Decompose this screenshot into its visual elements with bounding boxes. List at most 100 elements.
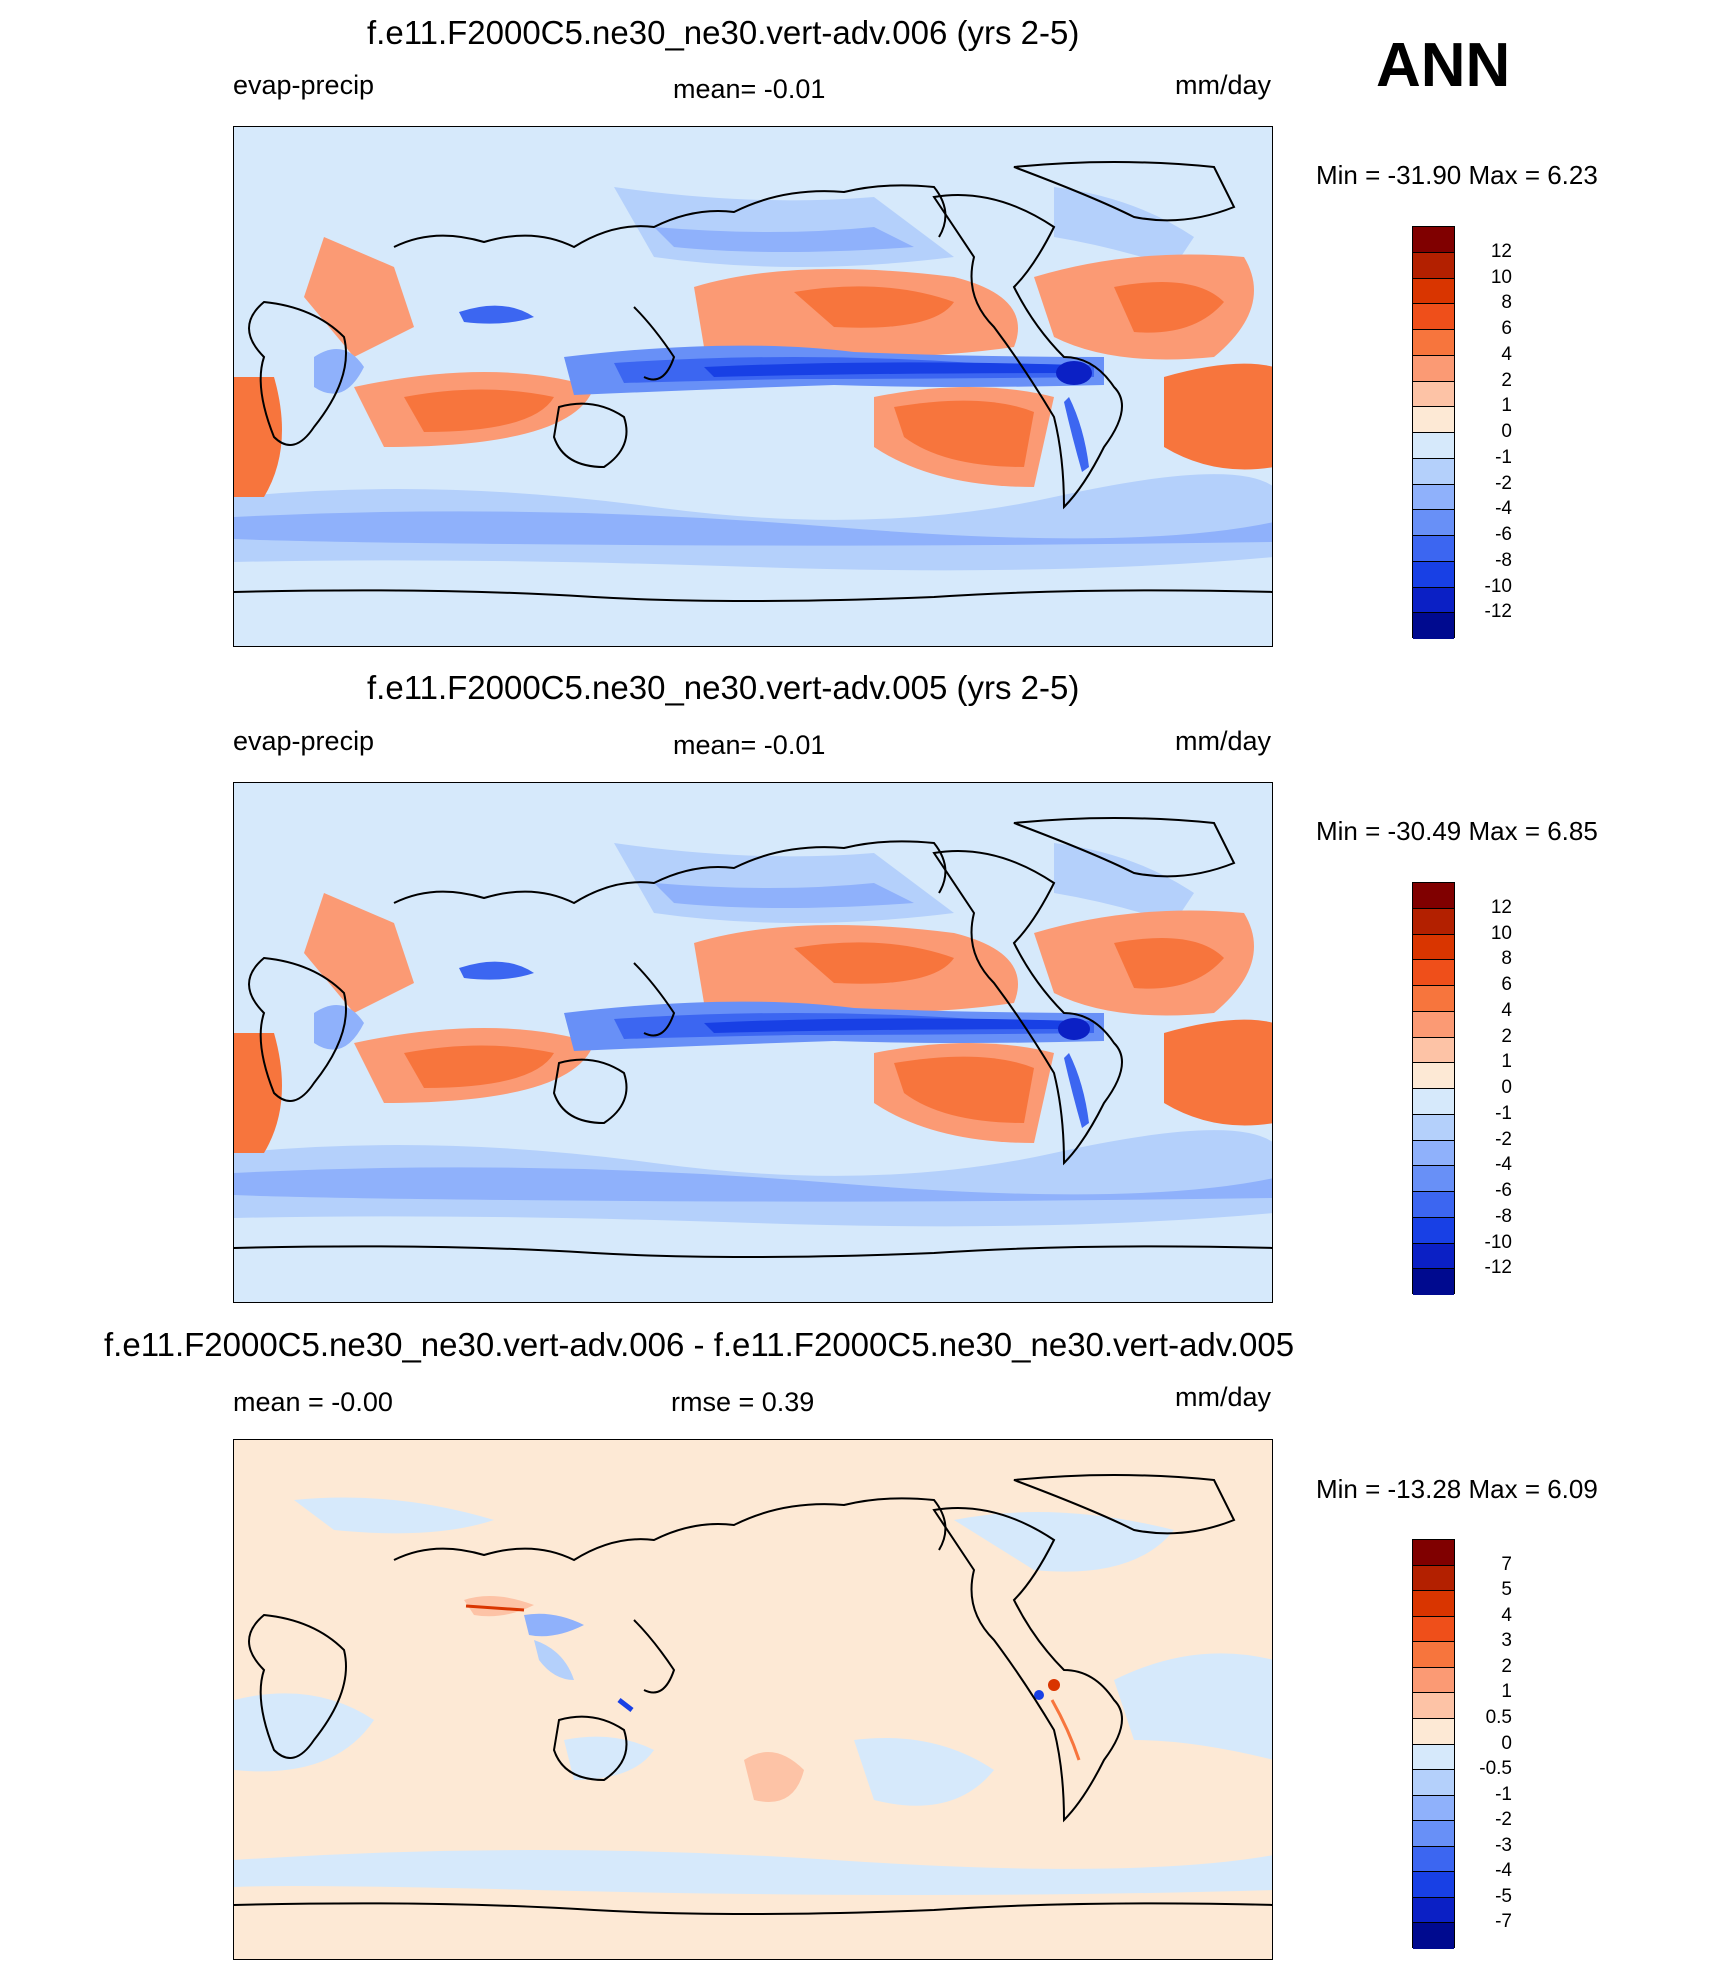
panel2-variable-label: evap-precip [233, 726, 375, 756]
colorbar-tick-label: -8 [1495, 1205, 1512, 1227]
colorbar-tick-label: -4 [1495, 1860, 1512, 1882]
colorbar-tick-label: -10 [1484, 1231, 1512, 1253]
colorbar-swatch [1413, 934, 1454, 961]
colorbar-swatch [1413, 304, 1454, 330]
colorbar-tick-label: 5 [1501, 1579, 1512, 1601]
panel2-units-label: mm/day [1175, 726, 1272, 756]
panel1-colorbar [1412, 226, 1455, 639]
panel3-rmse-label: rmse = 0.39 [671, 1387, 815, 1417]
colorbar-swatch [1413, 355, 1454, 382]
colorbar-swatch [1413, 227, 1454, 253]
panel3-mean-label: mean = -0.00 [233, 1387, 393, 1417]
colorbar-swatch [1413, 252, 1454, 279]
colorbar-tick-label: 1 [1501, 1051, 1512, 1073]
panel2-colorbar [1412, 882, 1455, 1295]
colorbar-swatch [1413, 484, 1454, 511]
panel1-map [233, 126, 1273, 647]
colorbar-swatch [1413, 458, 1454, 485]
colorbar-swatch [1413, 381, 1454, 408]
colorbar-tick-label: -6 [1495, 524, 1512, 545]
colorbar-swatch [1413, 433, 1454, 459]
colorbar-swatch [1413, 536, 1454, 562]
colorbar-tick-label: 4 [1501, 1604, 1512, 1626]
colorbar-tick-label: -2 [1495, 1128, 1512, 1150]
panel1-mean-label: mean= -0.01 [673, 74, 826, 104]
colorbar-swatch [1413, 1243, 1454, 1270]
colorbar-tick-label: -2 [1495, 472, 1512, 494]
panel3-map [233, 1439, 1273, 1960]
colorbar-tick-label: -6 [1495, 1180, 1512, 1201]
colorbar-swatch [1413, 510, 1454, 536]
colorbar-swatch [1413, 1872, 1454, 1898]
colorbar-tick-label: 6 [1501, 974, 1512, 995]
colorbar-swatch [1413, 1744, 1454, 1771]
colorbar-tick-label: 3 [1501, 1630, 1512, 1652]
panel1-minmax: Min = -31.90 Max = 6.23 [1316, 160, 1598, 190]
colorbar-swatch [1413, 1166, 1454, 1192]
colorbar-tick-label: -10 [1484, 575, 1512, 597]
colorbar-tick-label: -1 [1495, 446, 1512, 468]
colorbar-tick-label: 2 [1501, 1025, 1512, 1047]
colorbar-tick-label: 8 [1501, 948, 1512, 970]
colorbar-swatch [1413, 986, 1454, 1012]
panel1-units-label: mm/day [1175, 70, 1272, 100]
season-label: ANN [1376, 31, 1511, 100]
colorbar-tick-label: -1 [1495, 1783, 1512, 1805]
colorbar-swatch [1413, 1642, 1454, 1668]
colorbar-swatch [1413, 613, 1454, 639]
colorbar-tick-label: 10 [1490, 266, 1512, 288]
colorbar-swatch [1413, 1846, 1454, 1873]
colorbar-swatch [1413, 278, 1454, 305]
colorbar-tick-label: -3 [1495, 1834, 1512, 1856]
colorbar-swatch [1413, 960, 1454, 986]
colorbar-tick-label: 7 [1501, 1553, 1512, 1575]
colorbar-swatch [1413, 1192, 1454, 1218]
colorbar-swatch [1413, 1217, 1454, 1244]
colorbar-swatch [1413, 587, 1454, 614]
colorbar-tick-label: -0.5 [1479, 1758, 1512, 1780]
colorbar-tick-label: 0 [1501, 1732, 1512, 1754]
colorbar-swatch [1413, 1821, 1454, 1847]
colorbar-swatch [1413, 1063, 1454, 1089]
colorbar-swatch [1413, 1037, 1454, 1064]
colorbar-tick-label: -12 [1484, 601, 1512, 623]
colorbar-tick-label: 12 [1490, 240, 1512, 262]
colorbar-tick-label: -2 [1495, 1809, 1512, 1831]
colorbar-tick-label: 4 [1501, 343, 1512, 365]
colorbar-swatch [1413, 908, 1454, 935]
panel1-map-plot [234, 127, 1272, 646]
panel1-variable-label: evap-precip [233, 70, 375, 100]
panel2-map-plot [234, 783, 1272, 1302]
colorbar-tick-label: -8 [1495, 549, 1512, 571]
colorbar-swatch [1413, 1114, 1454, 1141]
panel3-map-plot [234, 1440, 1272, 1959]
colorbar-swatch [1413, 1540, 1454, 1566]
panel3-colorbar [1412, 1539, 1455, 1949]
panel2-map [233, 782, 1273, 1303]
colorbar-swatch [1413, 1770, 1454, 1796]
colorbar-swatch [1413, 1897, 1454, 1924]
colorbar-tick-label: -4 [1495, 498, 1512, 520]
colorbar-tick-label: 0 [1501, 1077, 1512, 1098]
colorbar-swatch [1413, 1269, 1454, 1295]
panel1-title: f.e11.F2000C5.ne30_ne30.vert-adv.006 (yr… [367, 14, 1080, 51]
colorbar-tick-label: -7 [1495, 1911, 1512, 1933]
colorbar-tick-label: 8 [1501, 292, 1512, 314]
colorbar-swatch [1413, 1718, 1454, 1745]
colorbar-swatch [1413, 1667, 1454, 1694]
colorbar-swatch [1413, 1565, 1454, 1592]
colorbar-swatch [1413, 1693, 1454, 1719]
panel2-mean-label: mean= -0.01 [673, 730, 826, 760]
colorbar-swatch [1413, 1011, 1454, 1038]
colorbar-tick-label: -12 [1484, 1257, 1512, 1279]
colorbar-tick-label: 12 [1490, 896, 1512, 918]
panel3-minmax: Min = -13.28 Max = 6.09 [1316, 1474, 1598, 1504]
colorbar-tick-label: -4 [1495, 1154, 1512, 1176]
colorbar-swatch [1413, 1795, 1454, 1822]
colorbar-swatch [1413, 561, 1454, 588]
panel3-units-label: mm/day [1175, 1382, 1272, 1412]
colorbar-tick-label: 0.5 [1485, 1706, 1512, 1728]
colorbar-tick-label: 2 [1501, 369, 1512, 391]
panel3-title: f.e11.F2000C5.ne30_ne30.vert-adv.006 - f… [104, 1326, 1295, 1363]
colorbar-tick-label: 4 [1501, 999, 1512, 1021]
